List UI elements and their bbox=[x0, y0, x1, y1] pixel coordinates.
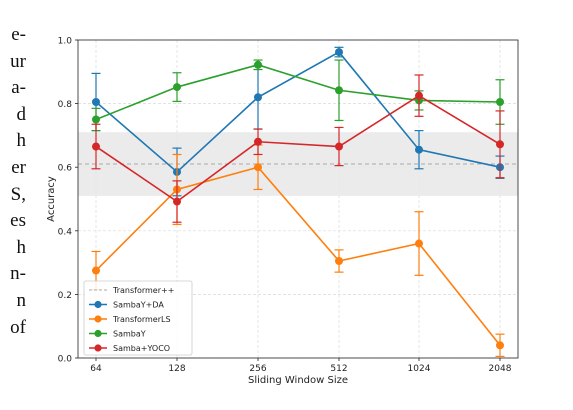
y-tick-label: 0.0 bbox=[58, 355, 73, 365]
data-point bbox=[92, 142, 100, 151]
series-layer bbox=[91, 46, 505, 358]
side-text-column: e-ur a-d h er S, es h n-n of bbox=[0, 22, 26, 341]
side-text-line: es bbox=[10, 210, 26, 232]
y-tick-label: 0.4 bbox=[58, 227, 73, 237]
side-text-line: of bbox=[10, 316, 26, 338]
legend: Transformer++ SambaY+DA TransformerLS Samba… bbox=[83, 280, 193, 356]
data-point bbox=[415, 239, 423, 248]
data-point bbox=[496, 140, 504, 149]
legend-swatch-marker bbox=[94, 300, 102, 309]
side-text-line: d bbox=[16, 103, 27, 125]
series-line bbox=[95, 166, 501, 346]
legend-label: SambaY bbox=[113, 330, 146, 339]
legend-entry: SambaY+DA bbox=[89, 301, 164, 310]
x-tick-label: 2048 bbox=[489, 364, 512, 374]
side-text-line: h bbox=[16, 130, 27, 152]
side-text-line: ur bbox=[10, 50, 26, 72]
series-sambay bbox=[91, 59, 505, 132]
data-point bbox=[415, 91, 423, 100]
data-point bbox=[173, 83, 181, 92]
y-tick-label: 0.2 bbox=[58, 291, 72, 301]
legend-swatch-marker bbox=[94, 329, 102, 338]
series-samba-yoco bbox=[91, 74, 505, 223]
data-point bbox=[335, 142, 343, 151]
legend-label: SambaY+DA bbox=[113, 301, 164, 310]
data-point bbox=[496, 341, 504, 350]
data-point bbox=[92, 98, 100, 107]
x-tick-label: 512 bbox=[330, 364, 347, 374]
data-point bbox=[92, 115, 100, 124]
legend-label: TransformerLS bbox=[112, 315, 171, 324]
x-tick-label: 1024 bbox=[408, 364, 431, 374]
legend-box bbox=[83, 280, 193, 356]
series-line bbox=[95, 63, 501, 121]
data-point bbox=[335, 48, 343, 57]
y-axis-label: Accuracy bbox=[46, 176, 57, 222]
data-point bbox=[335, 257, 343, 266]
data-point bbox=[254, 60, 262, 69]
reference-band bbox=[78, 132, 518, 196]
data-point bbox=[415, 145, 423, 154]
side-text-line: a- bbox=[11, 77, 26, 99]
data-point bbox=[254, 137, 262, 146]
legend-entry: SambaY bbox=[89, 330, 146, 339]
side-text-line: e- bbox=[11, 24, 26, 45]
legend-entry: TransformerLS bbox=[89, 315, 171, 324]
x-tick-label: 256 bbox=[249, 364, 266, 374]
legend-entry: Transformer++ bbox=[89, 286, 174, 295]
data-point bbox=[254, 163, 262, 172]
side-text-line: n- bbox=[10, 263, 26, 285]
side-text-line: h bbox=[16, 236, 27, 258]
y-tick-label: 0.8 bbox=[58, 100, 73, 110]
y-tick-label: 1.0 bbox=[58, 37, 73, 47]
legend-entry: Samba+YOCO bbox=[89, 344, 170, 353]
plot-frame bbox=[77, 39, 519, 359]
side-text-line: n bbox=[16, 289, 27, 311]
x-axis-label: Sliding Window Size bbox=[248, 375, 348, 386]
axes-text: 0.0 0.2 0.4 0.6 0.8 1.0 64 128 256 512 1024 2048 bbox=[58, 37, 512, 375]
data-point bbox=[92, 266, 100, 275]
legend-swatch-marker bbox=[94, 315, 102, 323]
series-line bbox=[95, 51, 501, 174]
data-point bbox=[335, 86, 343, 95]
data-point bbox=[496, 98, 504, 107]
x-tick-label: 64 bbox=[90, 364, 102, 374]
data-point bbox=[173, 197, 181, 206]
series-line bbox=[95, 94, 501, 203]
side-text-line: S, bbox=[10, 183, 26, 205]
side-text-line: er bbox=[11, 156, 26, 178]
legend-label: Transformer++ bbox=[112, 286, 174, 295]
x-tick-label: 128 bbox=[168, 364, 185, 374]
legend-swatch-marker bbox=[94, 344, 102, 352]
data-point bbox=[254, 93, 262, 102]
legend-label: Samba+YOCO bbox=[113, 344, 170, 353]
y-tick-label: 0.6 bbox=[58, 164, 73, 174]
